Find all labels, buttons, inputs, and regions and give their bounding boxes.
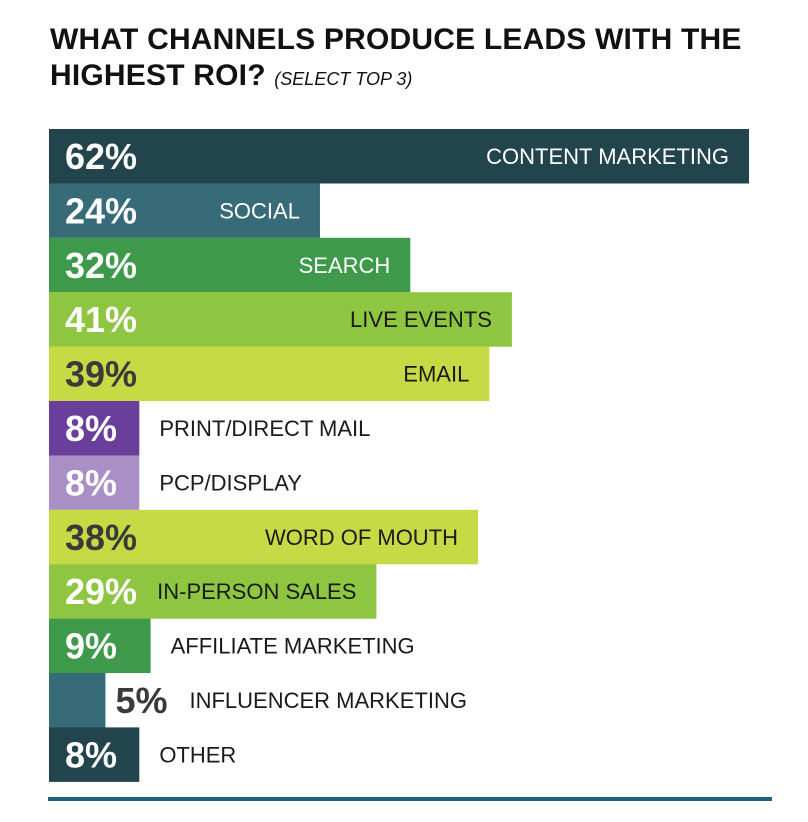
chart-title: WHAT CHANNELS PRODUCE LEADS WITH THE HIG…: [50, 22, 770, 97]
category-label-live-events: LIVE EVENTS: [350, 307, 492, 332]
chart-subtitle: (SELECT TOP 3): [274, 69, 413, 89]
category-label-affiliate-marketing: AFFILIATE MARKETING: [171, 634, 415, 659]
bar-social: [49, 183, 320, 238]
bar-affiliate-marketing: [49, 618, 151, 674]
category-label-email: EMAIL: [403, 362, 469, 387]
value-label-other: 8%: [65, 734, 117, 775]
bar-in-person-sales: [49, 564, 377, 619]
category-label-other: OTHER: [159, 742, 236, 767]
category-label-word-of-mouth: WORD OF MOUTH: [265, 525, 458, 550]
chart-title-text: WHAT CHANNELS PRODUCE LEADS WITH THE HIG…: [50, 23, 742, 92]
value-label-content-marketing: 62%: [65, 136, 137, 177]
value-label-influencer-marketing: 5%: [115, 680, 167, 721]
bar-other: [49, 727, 140, 782]
value-label-print-direct-mail: 8%: [65, 408, 117, 449]
value-label-word-of-mouth: 38%: [65, 517, 137, 558]
bar-word-of-mouth: [49, 509, 479, 565]
bottom-rule: [48, 797, 772, 801]
bar-influencer-marketing: [49, 673, 106, 728]
category-label-content-marketing: CONTENT MARKETING: [486, 144, 729, 169]
value-label-search: 32%: [65, 245, 137, 286]
value-label-affiliate-marketing: 9%: [65, 626, 117, 667]
value-label-in-person-sales: 29%: [65, 571, 137, 612]
bar-print-direct-mail: [49, 401, 140, 456]
value-label-pcp-display: 8%: [65, 462, 117, 503]
category-label-search: SEARCH: [299, 253, 391, 278]
category-label-influencer-marketing: INFLUENCER MARKETING: [189, 688, 466, 713]
category-label-pcp-display: PCP/DISPLAY: [159, 470, 302, 495]
value-label-live-events: 41%: [65, 299, 137, 340]
category-label-print-direct-mail: PRINT/DIRECT MAIL: [159, 416, 370, 441]
value-label-email: 39%: [65, 354, 137, 395]
value-label-social: 24%: [65, 190, 137, 231]
bar-pcp-display: [49, 455, 140, 510]
category-label-in-person-sales: IN-PERSON SALES: [157, 579, 356, 604]
bar-live-events: [49, 292, 512, 347]
category-label-social: SOCIAL: [219, 198, 300, 223]
bar-content-marketing: [49, 129, 749, 184]
bar-search: [49, 237, 411, 293]
bar-email: [49, 346, 490, 402]
